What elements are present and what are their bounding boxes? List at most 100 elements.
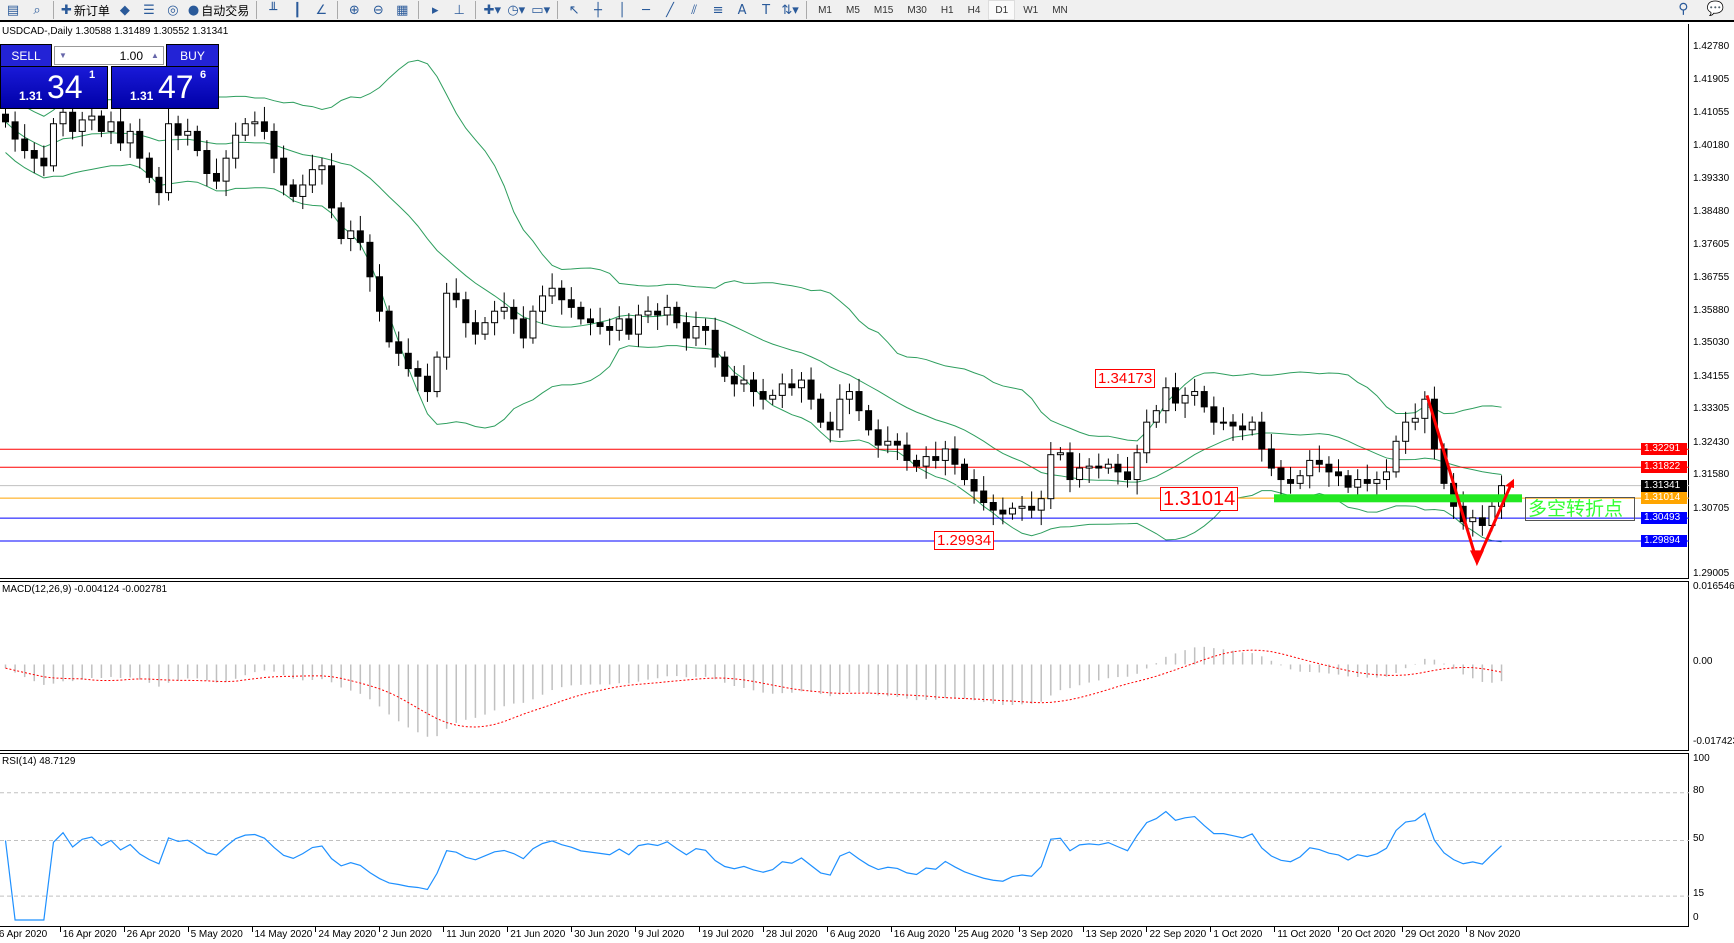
price-level-tag[interactable]: 1.31014 [1641, 492, 1687, 505]
candle-bearish [932, 456, 940, 461]
signals-icon: ◎ [167, 2, 179, 18]
signals-button[interactable]: ◎ [162, 0, 184, 20]
bollinger-lower [5, 152, 1502, 543]
toolbar-right: ⚲ 💬 [1678, 1, 1724, 17]
lot-value[interactable]: 1.00 [119, 48, 143, 63]
sell-price-box[interactable]: 1.31 34 1 [0, 66, 108, 109]
periods-button[interactable]: ◷▾ [505, 0, 527, 20]
pivot-price-label[interactable]: 1.31014 [1160, 487, 1239, 511]
date-axis-label: 26 Apr 2020 [126, 929, 181, 940]
candlestick-button[interactable]: ┃ [286, 0, 308, 20]
low-price-label[interactable]: 1.29934 [934, 531, 995, 550]
candle-bearish [11, 121, 19, 140]
price-level-tag[interactable]: 1.29894 [1641, 534, 1687, 547]
crosshair-button[interactable]: ┼ [587, 0, 609, 20]
new-order-button[interactable]: ✚ 新订单 [59, 0, 112, 20]
text-button[interactable]: A [731, 0, 753, 20]
fibonacci-button[interactable]: ≡ [707, 0, 729, 20]
lot-decrease-icon[interactable]: ▼ [59, 51, 67, 60]
price-axis-label: 1.41905 [1693, 74, 1730, 86]
lot-size-input[interactable]: ▼ 1.00 ▲ [54, 46, 164, 65]
indicators-button[interactable]: ✚▾ [481, 0, 503, 20]
candle-bearish [328, 165, 336, 209]
timeframe-w1[interactable]: W1 [1023, 4, 1039, 16]
candle-bullish [318, 165, 326, 171]
zoom-in-button[interactable]: ⊕ [343, 0, 365, 20]
zoom-window-button[interactable]: ⌕ [26, 0, 48, 20]
candle-bullish [941, 448, 949, 461]
toolbar-separator [418, 1, 420, 19]
price-level-tag[interactable]: 1.31822 [1641, 461, 1687, 474]
high-price-label[interactable]: 1.34173 [1095, 369, 1156, 388]
tile-windows-icon: ▦ [396, 2, 409, 18]
timeframe-m5[interactable]: M5 [846, 4, 860, 16]
templates-button[interactable]: ▭▾ [529, 0, 552, 20]
chat-icon[interactable]: 💬 [1706, 1, 1724, 17]
timeframe-h4[interactable]: H4 [967, 4, 981, 16]
date-axis-label: 2 Jun 2020 [382, 929, 432, 940]
timeframe-h1[interactable]: H1 [940, 4, 954, 16]
date-axis-label: 16 Aug 2020 [893, 929, 950, 940]
auto-scroll-button[interactable]: ▸ [424, 0, 446, 20]
candle-bearish [155, 176, 163, 194]
candle-bullish [222, 157, 230, 182]
candle-bullish [49, 123, 57, 167]
candle-bearish [913, 459, 921, 467]
candle-bearish [788, 383, 796, 389]
horizontal-line-button[interactable]: ─ [635, 0, 657, 20]
timeframe-mn[interactable]: MN [1052, 4, 1068, 16]
vertical-line-button[interactable]: │ [611, 0, 633, 20]
timeframe-m1[interactable]: M1 [818, 4, 832, 16]
navigator-button[interactable]: ☰ [138, 0, 160, 20]
price-chart-canvas[interactable] [0, 24, 1689, 579]
trendline-icon: ╱ [666, 2, 674, 18]
trendline-button[interactable]: ╱ [659, 0, 681, 20]
timeframe-m30[interactable]: M30 [907, 4, 927, 16]
candle-bearish [30, 150, 38, 159]
candle-bearish [404, 352, 412, 370]
cursor-button[interactable]: ↖ [563, 0, 585, 20]
zoom-window-icon: ⌕ [33, 2, 41, 18]
buy-button[interactable]: BUY [166, 44, 219, 66]
search-icon[interactable]: ⚲ [1678, 1, 1689, 17]
candle-bearish [356, 230, 364, 243]
rsi-pane[interactable]: RSI(14) 48.7129 [0, 753, 1689, 927]
candle-bullish [740, 379, 748, 385]
bollinger-upper [5, 59, 1502, 442]
date-tick [698, 927, 700, 932]
text-label-button[interactable]: T [755, 0, 777, 20]
timeframe-m15[interactable]: M15 [873, 4, 894, 16]
date-tick [635, 927, 637, 932]
lot-increase-icon[interactable]: ▲ [151, 51, 159, 60]
equidistant-channel-button[interactable]: ⫽ [683, 0, 705, 20]
sell-button[interactable]: SELL [0, 44, 52, 66]
price-axis-label: 1.31580 [1693, 469, 1730, 481]
candle-bearish [519, 318, 527, 339]
candle-bullish [126, 130, 134, 144]
chart-shift-button[interactable]: ⊥ [448, 0, 470, 20]
candle-bearish [989, 502, 997, 511]
turning-point-label[interactable]: 多空转折点 [1525, 497, 1635, 521]
line-chart-button[interactable]: ∠ [310, 0, 332, 20]
buy-price-box[interactable]: 1.31 47 6 [111, 66, 219, 109]
zoom-out-button[interactable]: ⊖ [367, 0, 389, 20]
arrows-button[interactable]: ⇅▾ [779, 0, 801, 20]
price-level-tag[interactable]: 1.30493 [1641, 512, 1687, 525]
date-axis-label: 9 Jul 2020 [638, 929, 685, 940]
market-watch-button[interactable]: ◆ [114, 0, 136, 20]
candle-bullish [778, 383, 786, 396]
bar-chart-button[interactable]: ╨ [262, 0, 284, 20]
candle-bullish [1411, 417, 1419, 423]
timeframe-d1[interactable]: D1 [988, 0, 1016, 20]
price-axis-label: 1.35880 [1693, 304, 1730, 316]
price-chart-pane[interactable]: USDCAD-,Daily 1.30588 1.31489 1.30552 1.… [0, 24, 1689, 579]
price-level-tag[interactable]: 1.31341 [1641, 479, 1687, 492]
tile-windows-button[interactable]: ▦ [391, 0, 413, 20]
candle-bearish [1229, 421, 1237, 427]
auto-trading-button[interactable]: ● 自动交易 [186, 0, 251, 20]
candle-bullish [1162, 387, 1170, 412]
price-axis-label: 1.41055 [1693, 106, 1730, 118]
macd-pane[interactable]: MACD(12,26,9) -0.004124 -0.002781 [0, 581, 1689, 751]
chart-list-button[interactable]: ▤ [2, 0, 24, 20]
price-level-tag[interactable]: 1.32291 [1641, 443, 1687, 456]
